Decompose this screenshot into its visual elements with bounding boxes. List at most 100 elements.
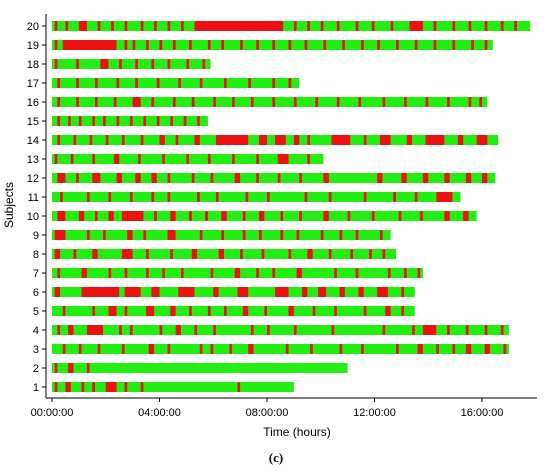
subject-14-red-segment-21 <box>476 135 488 145</box>
subject-10-red-segment-2 <box>78 211 85 221</box>
subject-17-green-segment <box>52 78 300 88</box>
subject-19-red-segment-10 <box>221 40 224 50</box>
subject-12-red-segment-5 <box>135 173 141 183</box>
y-tick-label-9: 9 <box>33 230 39 242</box>
subject-19-red-segment-9 <box>207 40 211 50</box>
subject-bar-12 <box>52 173 496 183</box>
subject-4-red-segment-1 <box>57 325 61 335</box>
subject-bar-1 <box>52 382 294 392</box>
subject-8-red-segment-14 <box>350 249 353 259</box>
subject-8-red-segment-1 <box>54 249 61 259</box>
subject-11-red-segment-14 <box>393 192 396 202</box>
subject-4-red-segment-15 <box>412 325 415 335</box>
subject-5-red-segment-3 <box>108 306 117 316</box>
subject-5-red-segment-14 <box>334 306 337 316</box>
subject-9-red-segment-10 <box>258 230 262 240</box>
subject-bar-18 <box>52 59 211 69</box>
subject-19-red-segment-16 <box>323 40 327 50</box>
subject-18-red-segment-1 <box>54 59 58 69</box>
subject-6-red-segment-9 <box>301 287 308 297</box>
subject-20-red-segment-1 <box>54 21 58 31</box>
subject-6-red-segment-6 <box>213 287 219 297</box>
subject-14-red-segment-4 <box>105 135 109 145</box>
subject-1-red-segment-2 <box>65 382 71 392</box>
subject-bar-8 <box>52 249 396 259</box>
subject-20-red-segment-11 <box>194 21 284 31</box>
subject-6-red-segment-7 <box>237 287 249 297</box>
subject-18-red-segment-9 <box>202 59 206 69</box>
subject-9-red-segment-1 <box>54 230 66 240</box>
subject-14-red-segment-5 <box>121 135 125 145</box>
subject-8-red-segment-8 <box>218 249 224 259</box>
subject-13-red-segment-5 <box>138 154 141 164</box>
subject-5-red-segment-6 <box>170 306 176 316</box>
subject-7-red-segment-17 <box>417 268 421 278</box>
subject-12-red-segment-11 <box>256 173 259 183</box>
subject-16-red-segment-22 <box>479 97 482 107</box>
subject-15-red-segment-11 <box>183 116 187 126</box>
subject-19-red-segment-3 <box>124 40 128 50</box>
subject-3-red-segment-18 <box>452 344 456 354</box>
subject-4-red-segment-19 <box>484 325 488 335</box>
subject-3-red-segment-5 <box>148 344 155 354</box>
subject-6-red-segment-4 <box>151 287 160 297</box>
subject-4-red-segment-20 <box>500 325 504 335</box>
subject-8-red-segment-7 <box>191 249 198 259</box>
subject-19-red-segment-20 <box>396 40 399 50</box>
subject-20-red-segment-19 <box>409 21 423 31</box>
subject-7-red-segment-7 <box>181 268 184 278</box>
subject-4-red-segment-16 <box>422 325 437 335</box>
subject-bar-6 <box>52 287 415 297</box>
subject-6-red-segment-10 <box>318 287 327 297</box>
subject-10-red-segment-19 <box>420 211 423 221</box>
y-tick-label-14: 14 <box>27 135 39 147</box>
subject-13-red-segment-6 <box>162 154 165 164</box>
subject-9-red-segment-7 <box>199 230 203 240</box>
subject-10-red-segment-20 <box>444 211 450 221</box>
subject-10-red-segment-14 <box>299 211 302 221</box>
subject-8-red-segment-10 <box>261 249 265 259</box>
subject-17-red-segment-6 <box>156 78 160 88</box>
subject-20-red-segment-21 <box>452 21 456 31</box>
subject-12-red-segment-4 <box>116 173 122 183</box>
subject-11-red-segment-3 <box>108 192 112 202</box>
subject-1-red-segment-8 <box>237 382 241 392</box>
y-tick-label-8: 8 <box>33 249 39 261</box>
y-tick-label-16: 16 <box>27 97 39 109</box>
subject-19-red-segment-1 <box>54 40 58 50</box>
subject-20-red-segment-8 <box>154 21 157 31</box>
y-tick-label-4: 4 <box>33 325 39 337</box>
subject-6-red-segment-8 <box>275 287 289 297</box>
subject-5-red-segment-13 <box>312 306 316 316</box>
subject-4-red-segment-4 <box>119 325 122 335</box>
subject-4-green-segment <box>52 325 509 335</box>
subject-3-red-segment-12 <box>310 344 313 354</box>
subject-8-red-segment-5 <box>146 249 149 259</box>
subject-8-red-segment-15 <box>369 249 372 259</box>
subject-3-red-segment-21 <box>503 344 507 354</box>
subject-14-red-segment-20 <box>457 135 464 145</box>
subject-14-red-segment-15 <box>331 135 351 145</box>
subject-13-red-segment-3 <box>92 154 95 164</box>
subject-12-red-segment-18 <box>444 173 450 183</box>
subject-12-red-segment-8 <box>191 173 195 183</box>
subject-4-red-segment-12 <box>293 325 297 335</box>
panel-label: (c) <box>269 450 283 465</box>
y-tick-label-3: 3 <box>33 344 39 356</box>
subject-13-red-segment-4 <box>113 154 120 164</box>
y-tick-label-6: 6 <box>33 287 39 299</box>
y-tick-label-18: 18 <box>27 59 39 71</box>
subject-9-red-segment-9 <box>242 230 246 240</box>
subject-16-red-segment-1 <box>57 97 61 107</box>
subject-1-red-segment-7 <box>140 382 144 392</box>
subject-14-red-segment-14 <box>307 135 310 145</box>
y-tick-label-20: 20 <box>27 21 39 33</box>
subject-16-red-segment-16 <box>358 97 362 107</box>
subject-20-red-segment-18 <box>390 21 394 31</box>
subject-9-red-segment-12 <box>296 230 300 240</box>
subject-9-red-segment-5 <box>143 230 147 240</box>
subject-16-red-segment-20 <box>447 97 450 107</box>
subject-18-red-segment-8 <box>186 59 190 69</box>
subject-16-red-segment-6 <box>151 97 155 107</box>
subject-16-red-segment-2 <box>76 97 79 107</box>
